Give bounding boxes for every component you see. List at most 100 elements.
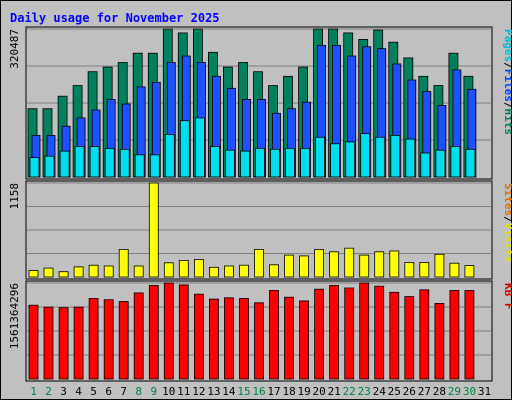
bar-visits-19 [299,255,310,278]
bar-visits-30 [464,265,475,278]
day-label-6: 6 [105,385,112,398]
bar-visits-27 [419,261,430,278]
day-label-31: 31 [478,385,491,398]
bar-pages-9 [149,154,160,178]
bar-pages-29 [450,146,461,178]
bar-visits-26 [404,261,415,278]
legend-visits: Visits [502,223,512,263]
bar-pages-22 [345,141,356,178]
panel-border [25,280,493,382]
bar-visits-13 [208,266,219,278]
day-label-8: 8 [135,385,142,398]
bar-kb-f-29 [449,290,460,380]
bar-pages-14 [224,149,235,178]
bar-pages-4 [74,146,85,178]
day-label-5: 5 [90,385,97,398]
day-label-2: 2 [45,385,52,398]
panel-1: 320487 Pages/Files/Hits [8,26,512,180]
bar-pages-19 [300,147,311,178]
bar-kb-f-8 [133,292,144,380]
legend-sites: Sites [502,183,512,216]
bar-kb-f-17 [269,290,279,380]
bar-visits-15 [239,264,249,278]
day-label-23: 23 [358,385,371,398]
bar-pages-5 [89,146,100,178]
bar-kb-f-16 [254,302,264,380]
bar-pages-20 [315,136,326,178]
bar-visits-18 [284,254,294,278]
bar-kb-f-27 [419,289,430,380]
bar-pages-11 [179,120,190,178]
bar-kb-f-22 [344,287,355,380]
panel-2: 1158 Sites/Visits [8,180,512,280]
bar-pages-18 [285,147,295,178]
bar-visits-23 [359,254,370,278]
day-label-21: 21 [328,385,341,398]
legend-separator: / [502,102,512,109]
bar-pages-10 [164,134,175,178]
bar-kb-f-24 [374,285,385,380]
day-label-13: 13 [207,385,220,398]
day-label-12: 12 [192,385,205,398]
bar-kb-f-26 [404,296,415,380]
day-label-19: 19 [297,385,310,398]
bar-kb-f-28 [434,302,445,380]
bar-kb-f-1 [28,304,39,380]
panel-border [25,180,493,280]
day-label-9: 9 [150,385,157,398]
bar-visits-29 [449,262,460,278]
bar-visits-22 [344,247,355,278]
bar-visits-28 [434,253,445,278]
day-label-15: 15 [237,385,250,398]
bar-visits-7 [118,248,129,278]
bar-pages-3 [59,150,70,178]
bar-pages-12 [194,117,205,178]
day-label-3: 3 [60,385,67,398]
bar-pages-17 [270,148,280,178]
bar-kb-f-7 [118,301,129,380]
legend-label: Pages/Files/Hits [502,29,512,135]
bar-pages-21 [330,143,341,178]
legend-hits: Hits [502,109,512,136]
bar-pages-15 [240,150,250,178]
bar-kb-f-15 [239,298,249,380]
bar-kb-f-23 [359,282,370,380]
bar-kb-f-13 [208,298,219,380]
legend-kb-f: KB F [502,283,512,310]
bar-kb-f-9 [148,285,159,380]
panel-3: 1561364296 KB F [8,280,512,382]
bar-pages-2 [44,155,55,178]
bar-pages-24 [375,136,386,178]
day-label-16: 16 [252,385,265,398]
bar-kb-f-10 [163,282,174,380]
day-label-24: 24 [373,385,387,398]
bar-kb-f-19 [299,300,310,380]
ymax-label: 320487 [8,29,21,69]
bar-pages-25 [390,134,401,178]
bar-visits-4 [73,266,84,278]
bar-kb-f-4 [73,306,84,380]
day-label-22: 22 [343,385,356,398]
day-label-30: 30 [463,385,476,398]
bar-visits-21 [329,251,340,278]
legend-separator: / [502,62,512,69]
bar-visits-11 [178,259,189,278]
day-label-27: 27 [418,385,431,398]
bar-visits-3 [58,271,69,278]
legend-label: Sites/Visits [502,183,512,263]
bar-pages-6 [104,147,115,178]
day-label-25: 25 [388,385,401,398]
bar-visits-17 [269,264,279,278]
bar-visits-8 [133,265,144,278]
bar-pages-13 [209,146,220,178]
bar-kb-f-5 [88,298,99,380]
day-label-20: 20 [312,385,325,398]
legend-separator: / [502,216,512,223]
bar-kb-f-2 [43,306,54,380]
day-label-14: 14 [222,385,236,398]
bar-visits-9 [148,182,159,278]
bar-kb-f-6 [103,299,114,380]
bar-kb-f-14 [223,297,234,380]
bar-pages-23 [360,133,371,178]
bar-pages-27 [420,152,431,178]
